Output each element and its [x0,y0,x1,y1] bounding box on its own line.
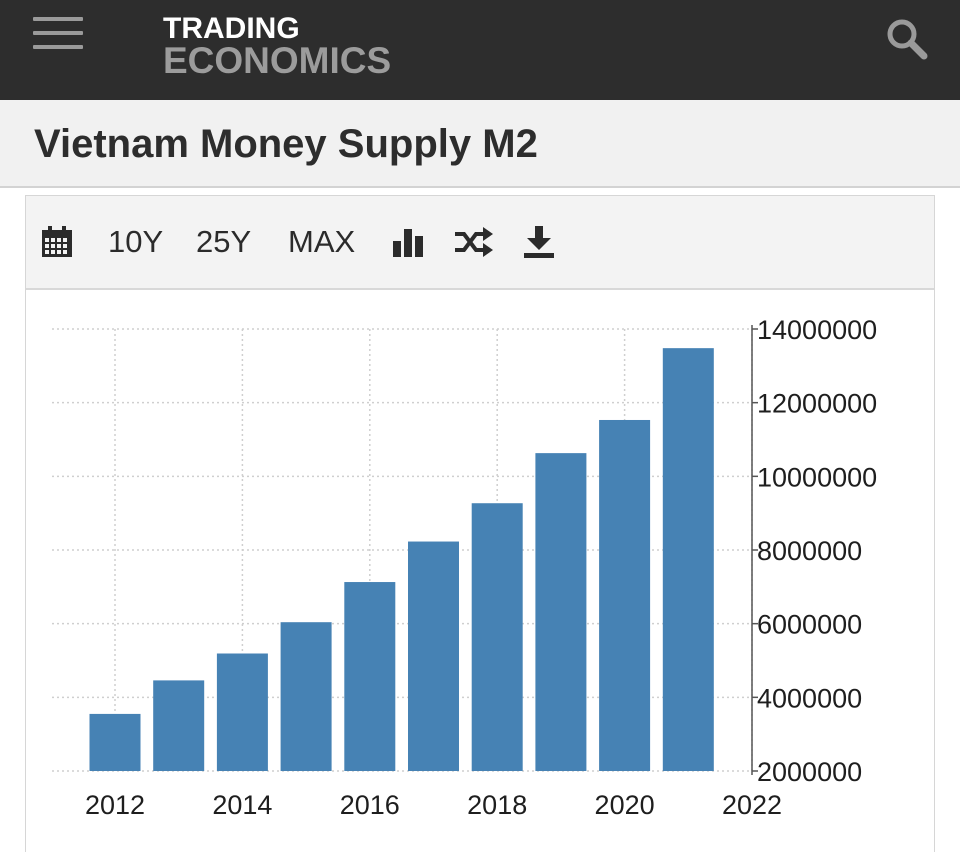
y-tick-label: 2000000 [757,757,862,787]
logo-line-2: ECONOMICS [163,40,392,81]
bar-2012[interactable] [89,713,141,771]
bar-2021[interactable] [662,348,714,771]
y-tick-label: 10000000 [757,462,877,492]
y-tick-label: 6000000 [757,610,862,640]
logo[interactable]: TRADING ECONOMICS [163,12,392,81]
x-tick-label: 2012 [85,790,145,820]
range-max-button[interactable]: MAX [288,196,355,288]
bar-2020[interactable] [599,419,651,771]
bar-2015[interactable] [280,622,332,771]
range-10y-label: 10Y [108,224,164,259]
y-tick-label: 4000000 [757,683,862,713]
bar-chart-icon[interactable] [391,196,425,288]
bar-2014[interactable] [216,653,268,771]
bar-2019[interactable] [535,453,587,771]
y-tick-label: 14000000 [757,315,877,345]
chart-axes: 2000000 4000000 6000000 8000000 10000000 1200… [85,315,877,820]
calendar-icon[interactable] [40,196,74,288]
page-title: Vietnam Money Supply M2 [34,122,538,166]
chart-bars [89,348,714,771]
chart-toolbar: 10Y 25Y MAX [26,196,934,290]
download-icon[interactable] [522,196,556,288]
x-tick-label: 2022 [722,790,782,820]
x-tick-label: 2020 [595,790,655,820]
hamburger-menu-icon[interactable] [33,17,85,51]
y-tick-label: 8000000 [757,536,862,566]
range-max-label: MAX [288,224,356,259]
search-icon[interactable] [884,16,930,62]
bar-2018[interactable] [471,503,523,771]
x-tick-label: 2018 [467,790,527,820]
bar-2016[interactable] [344,582,396,771]
logo-line-1: TRADING [163,12,300,45]
bar-2013[interactable] [153,680,205,771]
top-nav-bar: TRADING ECONOMICS [0,0,960,100]
x-tick-label: 2016 [340,790,400,820]
range-25y-label: 25Y [196,224,252,259]
bar-2017[interactable] [408,541,459,771]
range-25y-button[interactable]: 25Y [196,196,251,288]
y-tick-label: 12000000 [757,389,877,419]
range-10y-button[interactable]: 10Y [108,196,163,288]
shuffle-icon[interactable] [454,196,494,288]
title-bar: Vietnam Money Supply M2 [0,100,960,188]
x-tick-label: 2014 [212,790,272,820]
